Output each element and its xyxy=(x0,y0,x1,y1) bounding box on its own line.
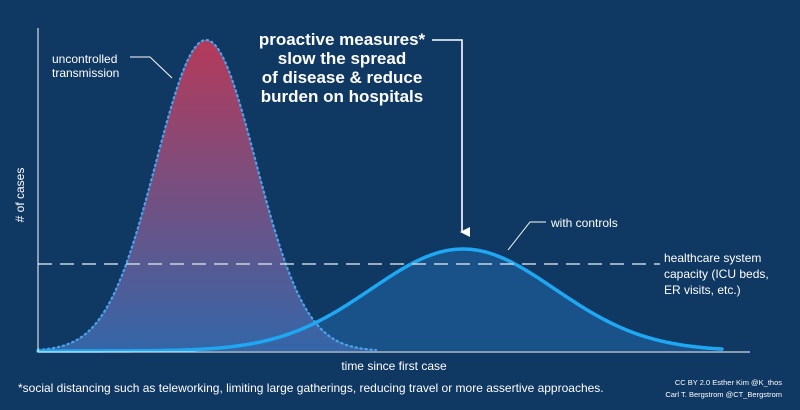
uncontrolled-label-line2: transmission xyxy=(52,66,119,80)
callout-line2: slow the spread xyxy=(278,49,406,68)
callout-line4: burden on hospitals xyxy=(261,87,423,106)
controls-curve-line xyxy=(36,247,724,353)
uncontrolled-leader xyxy=(130,56,173,79)
credit-line2: Carl T. Bergstrom @CT_Bergstrom xyxy=(665,390,782,399)
callout-line3: of disease & reduce xyxy=(262,68,423,87)
capacity-label-line2: capacity (ICU beds, xyxy=(664,267,769,281)
y-axis-label: # of cases xyxy=(13,168,27,223)
credit-line1: CC BY 2.0 Esther Kim @K_thos xyxy=(675,378,782,387)
capacity-label-line3: ER visits, etc.) xyxy=(664,283,741,297)
controls-label: with controls xyxy=(550,216,618,230)
capacity-label-line1: healthcare system xyxy=(664,251,761,265)
controls-leader xyxy=(507,221,546,251)
footnote: *social distancing such as teleworking, … xyxy=(18,381,604,395)
callout-line1: proactive measures* xyxy=(259,30,426,49)
x-axis-label: time since first case xyxy=(341,359,447,373)
uncontrolled-curve-outline xyxy=(36,38,378,352)
controls-curve-area xyxy=(38,249,722,351)
callout-arrow xyxy=(432,39,470,237)
uncontrolled-curve-area xyxy=(38,40,376,351)
uncontrolled-label-line1: uncontrolled xyxy=(52,52,117,66)
